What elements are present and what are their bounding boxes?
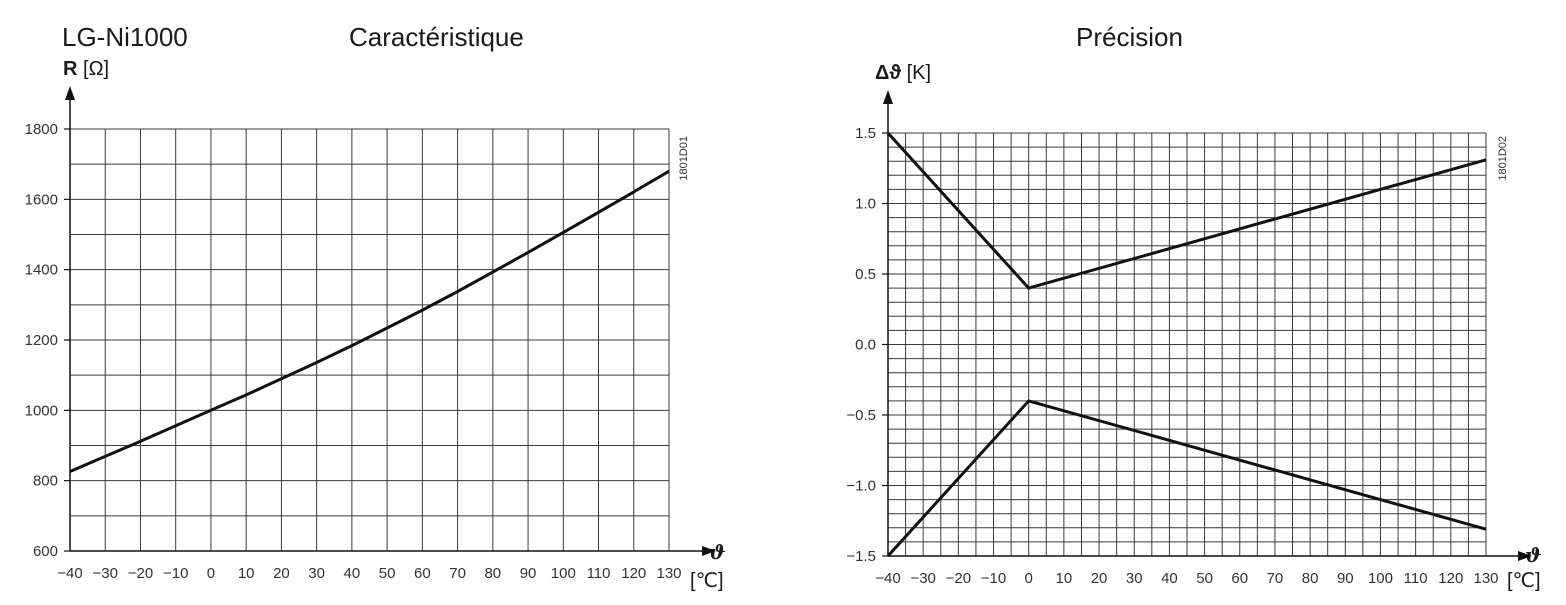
- left-x-tick-label: −10: [163, 565, 188, 582]
- product-title: LG-Ni1000: [62, 22, 188, 52]
- left-y-tick-label: 1200: [25, 332, 58, 349]
- left-reference-code: 1801D01: [678, 136, 690, 181]
- right-x-axis-symbol: ϑ: [1525, 543, 1542, 567]
- right-x-axis-unit: [℃]: [1507, 570, 1541, 592]
- right-x-axis-arrow: [1518, 551, 1532, 561]
- left-x-tick-label: 80: [484, 565, 501, 582]
- right-x-tick-label: 20: [1091, 570, 1108, 587]
- left-x-tick-label: 70: [449, 565, 466, 582]
- left-x-tick-label: 110: [587, 565, 611, 582]
- left-x-tick-label: 120: [621, 565, 646, 582]
- right-x-tick-label: −30: [910, 570, 935, 587]
- left-x-tick-label: −40: [57, 565, 82, 582]
- right-x-tick-label: −20: [946, 570, 971, 587]
- left-y-tick-label: 600: [33, 543, 58, 560]
- left-y-axis-unit: [Ω]: [83, 58, 110, 80]
- right-x-tick-label: 30: [1126, 570, 1143, 587]
- right-x-tick-label: 100: [1368, 570, 1393, 587]
- right-y-tick-label: −1.0: [846, 478, 876, 495]
- left-y-tick-label: 1600: [25, 191, 58, 208]
- right-x-tick-label: −40: [875, 570, 900, 587]
- left-x-tick-label: 30: [308, 565, 325, 582]
- right-x-tick-label: 0: [1025, 570, 1033, 587]
- right-series-line-1: [886, 399, 1487, 558]
- left-x-tick-label: 10: [238, 565, 255, 582]
- left-x-tick-label: 0: [207, 565, 215, 582]
- precision-title: Précision: [1076, 22, 1183, 52]
- right-y-axis-arrow: [883, 90, 893, 104]
- right-y-tick-label: 0.0: [855, 337, 876, 354]
- left-x-tick-label: 40: [344, 565, 361, 582]
- right-x-tick-label: 60: [1231, 570, 1248, 587]
- left-x-tick-label: 20: [273, 565, 290, 582]
- right-x-tick-label: 40: [1161, 570, 1178, 587]
- right-y-axis-symbol: Δϑ: [875, 62, 902, 84]
- left-x-axis-symbol: ϑ: [709, 540, 726, 564]
- right-y-tick-label: 1.0: [855, 196, 876, 213]
- left-y-tick-label: 1400: [25, 262, 58, 279]
- left-y-tick-label: 1800: [25, 121, 58, 138]
- left-x-tick-label: −20: [128, 565, 153, 582]
- left-y-axis-symbol: R: [63, 58, 78, 80]
- right-x-tick-label: 120: [1438, 570, 1463, 587]
- right-x-tick-label: 80: [1302, 570, 1319, 587]
- left-x-tick-label: 130: [656, 565, 681, 582]
- right-y-tick-label: −0.5: [846, 407, 876, 424]
- left-x-axis-unit: [℃]: [690, 570, 724, 592]
- left-x-tick-label: 60: [414, 565, 431, 582]
- right-x-tick-label: 90: [1337, 570, 1354, 587]
- right-y-tick-label: 1.5: [855, 125, 876, 142]
- right-x-tick-label: 70: [1267, 570, 1284, 587]
- left-x-axis-arrow: [702, 546, 716, 556]
- right-x-tick-label: 110: [1404, 570, 1428, 587]
- left-y-tick-label: 800: [33, 473, 58, 490]
- left-x-tick-label: 90: [520, 565, 537, 582]
- left-x-tick-label: −30: [93, 565, 118, 582]
- left-y-axis-label: R [Ω]: [63, 58, 109, 81]
- left-y-axis-arrow: [65, 86, 75, 100]
- right-x-tick-label: 50: [1196, 570, 1213, 587]
- right-y-tick-label: 0.5: [855, 266, 876, 283]
- right-series-line-0: [886, 131, 1487, 290]
- right-x-tick-label: −10: [981, 570, 1006, 587]
- characteristic-title: Caractéristique: [349, 22, 524, 52]
- right-y-axis-unit: [K]: [906, 62, 932, 84]
- right-y-axis-label: Δϑ [K]: [875, 62, 931, 85]
- left-x-tick-label: 100: [551, 565, 576, 582]
- left-series-line-0: [69, 169, 670, 473]
- right-x-tick-label: 10: [1056, 570, 1073, 587]
- right-reference-code: 1801D02: [1497, 136, 1509, 181]
- left-x-tick-label: 50: [379, 565, 396, 582]
- right-y-tick-label: −1.5: [846, 548, 876, 565]
- right-x-tick-label: 130: [1473, 570, 1498, 587]
- left-y-tick-label: 1000: [25, 402, 58, 419]
